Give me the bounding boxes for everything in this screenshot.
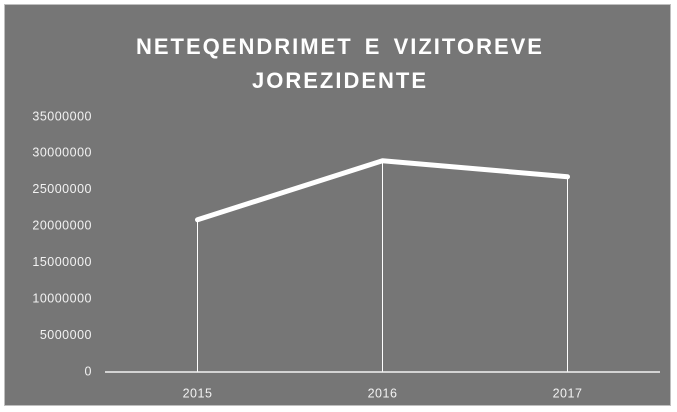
x-tick-label: 2015 [183,386,213,400]
y-tick-label: 35000000 [32,109,92,123]
y-tick-label: 10000000 [32,291,92,305]
y-tick-label: 0 [85,364,92,378]
y-tick-label: 5000000 [40,328,92,342]
x-tick-label: 2016 [368,386,398,400]
x-tick-label: 2017 [553,386,583,400]
y-tick-label: 15000000 [32,255,92,269]
chart-frame [4,4,671,406]
series-line [195,158,570,223]
y-tick-label: 20000000 [32,219,92,233]
y-tick-label: 30000000 [32,146,92,160]
chart-title: NETEQENDRIMET E VIZITOREVE JOREZIDENTE [136,34,544,93]
y-tick-label: 25000000 [32,182,92,196]
